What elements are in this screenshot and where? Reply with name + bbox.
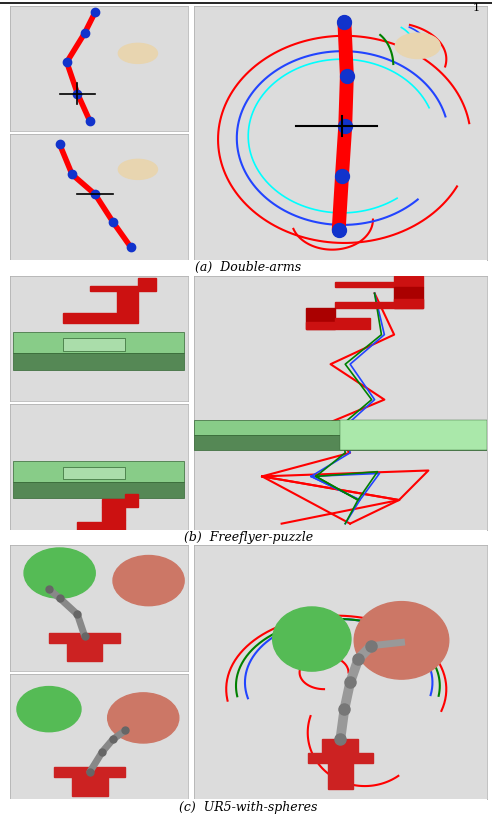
FancyBboxPatch shape: [63, 338, 125, 350]
FancyBboxPatch shape: [63, 467, 125, 480]
Text: (b)  Freeflyer-puzzle: (b) Freeflyer-puzzle: [184, 531, 313, 544]
Polygon shape: [102, 507, 125, 520]
Polygon shape: [308, 752, 373, 763]
Polygon shape: [102, 494, 138, 507]
Ellipse shape: [119, 159, 157, 180]
Polygon shape: [72, 772, 108, 796]
Circle shape: [354, 601, 449, 679]
Polygon shape: [336, 299, 424, 308]
Polygon shape: [193, 420, 487, 435]
Polygon shape: [13, 482, 184, 498]
Polygon shape: [340, 420, 487, 450]
Polygon shape: [328, 752, 353, 789]
Ellipse shape: [396, 33, 440, 59]
Polygon shape: [90, 278, 155, 291]
Circle shape: [17, 686, 81, 732]
Ellipse shape: [119, 43, 157, 64]
Circle shape: [24, 548, 95, 598]
Text: (c)  UR5-with-spheres: (c) UR5-with-spheres: [179, 801, 318, 814]
Polygon shape: [54, 767, 125, 777]
Polygon shape: [13, 354, 184, 369]
Polygon shape: [306, 318, 369, 328]
Circle shape: [108, 693, 179, 743]
Polygon shape: [13, 332, 184, 354]
Polygon shape: [13, 461, 184, 482]
Polygon shape: [306, 308, 336, 328]
Polygon shape: [63, 310, 138, 324]
Polygon shape: [193, 435, 487, 450]
Polygon shape: [77, 520, 125, 529]
Polygon shape: [322, 739, 358, 752]
Polygon shape: [67, 636, 102, 661]
Polygon shape: [336, 275, 424, 288]
Polygon shape: [117, 291, 138, 310]
Circle shape: [273, 607, 351, 671]
Text: (a)  Double-arms: (a) Double-arms: [195, 261, 302, 275]
Circle shape: [113, 556, 184, 605]
Text: 1: 1: [473, 3, 480, 13]
Polygon shape: [49, 633, 120, 643]
Polygon shape: [394, 288, 424, 308]
